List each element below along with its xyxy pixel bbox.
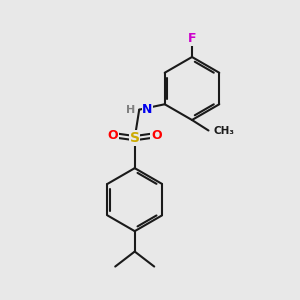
Text: S: S [130, 131, 140, 145]
Text: O: O [108, 129, 118, 142]
Text: O: O [151, 129, 162, 142]
Text: N: N [142, 103, 153, 116]
Text: CH₃: CH₃ [214, 125, 235, 136]
Text: F: F [188, 32, 196, 46]
Text: H: H [126, 105, 135, 115]
